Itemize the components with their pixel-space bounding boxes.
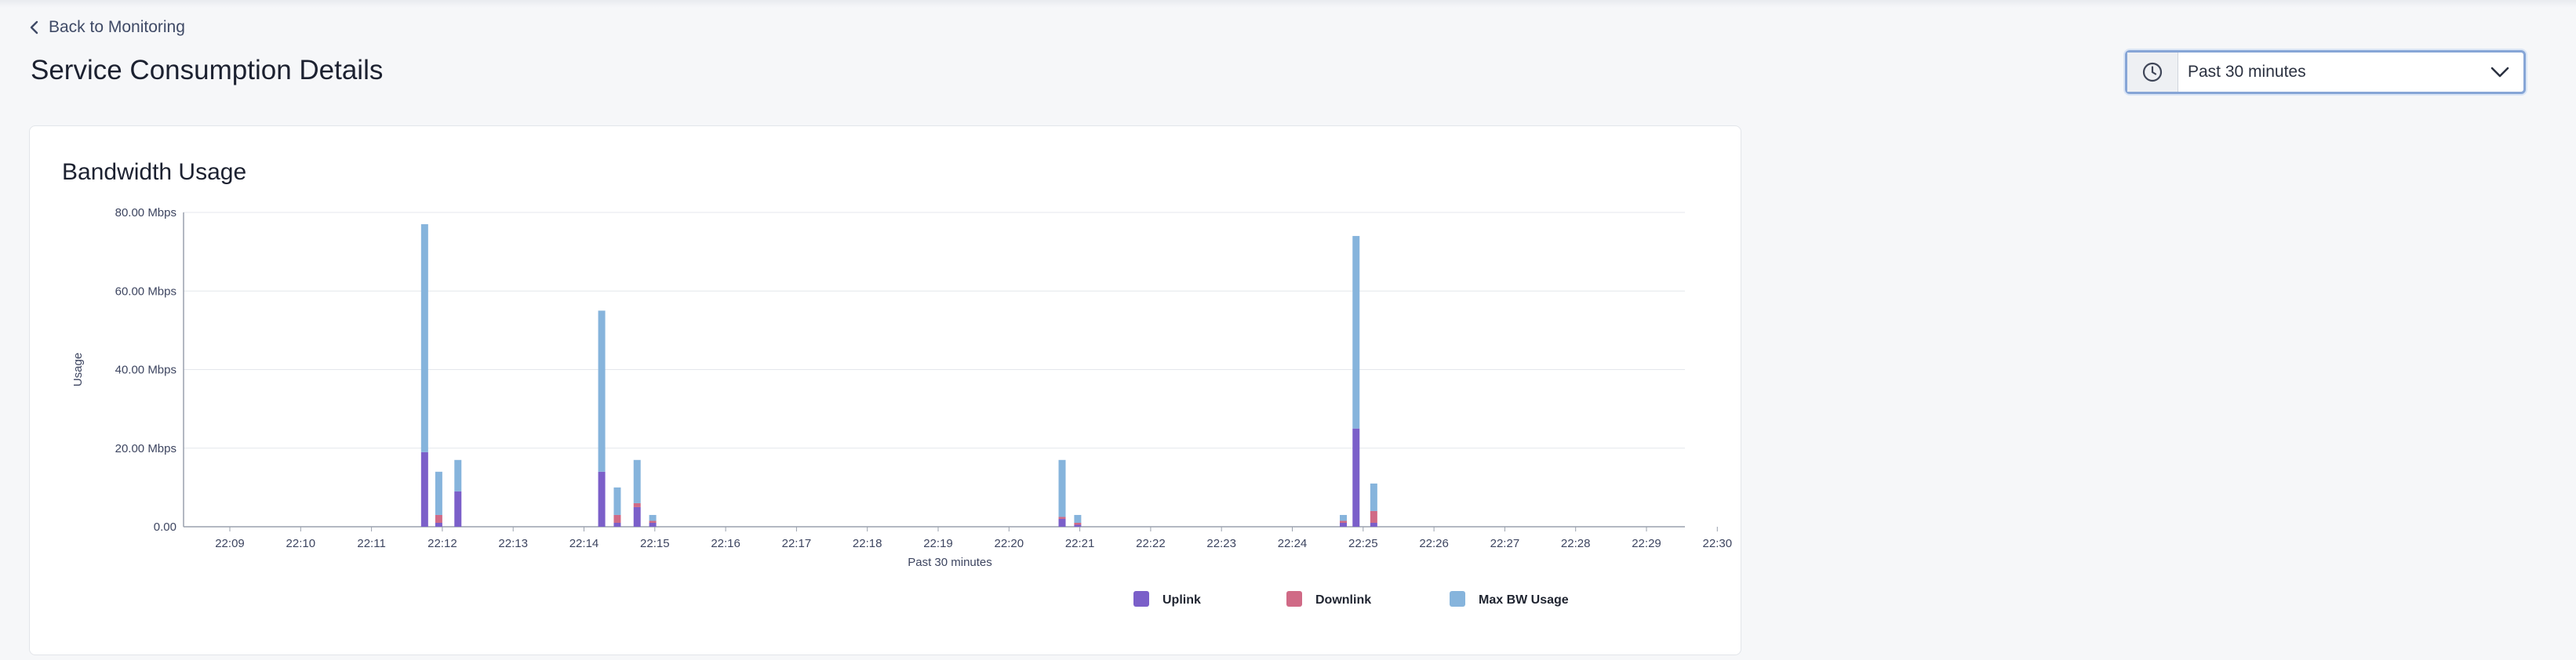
- y-tick-label: 40.00 Mbps: [115, 364, 176, 377]
- x-tick-label: 22:29: [1632, 537, 1661, 550]
- bandwidth-usage-chart: 0.00 20.00 Mbps 40.00 Mbps 60.00 Mbps 80.00 …: [71, 206, 1733, 607]
- x-axis-title: Past 30 minutes: [908, 556, 992, 569]
- bandwidth-usage-card: Bandwidth Usage 0.00 20.00 Mbps 40.00 Mbps…: [29, 125, 1741, 655]
- downlink-bar-segment: [1340, 520, 1348, 523]
- max-bw-bar-segment: [1352, 236, 1360, 429]
- uplink-bar-segment: [1074, 524, 1082, 527]
- downlink-bar-segment: [613, 514, 621, 523]
- chevron-down-icon: [2476, 53, 2523, 92]
- back-link-label: Back to Monitoring: [49, 18, 185, 36]
- max-bw-bar-segment: [598, 310, 606, 472]
- x-tick-label: 22:18: [853, 537, 882, 550]
- x-tick-label: 22:24: [1278, 537, 1308, 550]
- uplink-bar-segment: [435, 522, 442, 527]
- uplink-bar-segment: [649, 522, 657, 527]
- x-tick-label: 22:23: [1206, 537, 1236, 550]
- legend-swatch-downlink: [1286, 591, 1302, 607]
- max-bw-bar-segment: [420, 224, 428, 452]
- time-range-value: Past 30 minutes: [2188, 63, 2306, 81]
- uplink-bar-segment: [1340, 522, 1348, 527]
- downlink-bar-segment: [435, 514, 442, 523]
- y-tick-label: 60.00 Mbps: [115, 285, 176, 298]
- x-tick-label: 22:10: [286, 537, 316, 550]
- legend-label: Downlink: [1315, 593, 1371, 607]
- max-bw-bar-segment: [1340, 514, 1348, 521]
- max-bw-bar-segment: [1370, 483, 1377, 511]
- legend-swatch-uplink: [1133, 591, 1149, 607]
- back-to-monitoring-link[interactable]: Back to Monitoring: [28, 16, 185, 39]
- downlink-bar-segment: [1074, 522, 1082, 525]
- max-bw-bar-segment: [633, 459, 641, 503]
- uplink-bar-segment: [454, 491, 462, 527]
- legend-label: Max BW Usage: [1479, 593, 1569, 607]
- x-tick-label: 22:26: [1419, 537, 1449, 550]
- uplink-bar-segment: [1058, 518, 1066, 527]
- uplink-bar-segment: [1352, 428, 1360, 527]
- uplink-bar-segment: [420, 451, 428, 527]
- max-bw-bar-segment: [649, 514, 657, 521]
- max-bw-bar-segment: [454, 459, 462, 491]
- legend-swatch-max-bw-usage: [1450, 591, 1465, 607]
- x-tick-label: 22:14: [569, 537, 599, 550]
- x-tick-label: 22:17: [782, 537, 812, 550]
- time-range-select[interactable]: Past 30 minutes: [2125, 50, 2526, 94]
- top-bar-shadow: [0, 0, 2576, 8]
- x-tick-label: 22:16: [711, 537, 740, 550]
- x-tick-label: 22:19: [923, 537, 953, 550]
- x-tick-label: 22:20: [995, 537, 1024, 550]
- downlink-bar-segment: [649, 520, 657, 523]
- max-bw-bar-segment: [435, 471, 442, 515]
- y-tick-label: 80.00 Mbps: [115, 206, 176, 219]
- downlink-bar-segment: [633, 502, 641, 507]
- x-tick-label: 22:12: [428, 537, 457, 550]
- x-tick-label: 22:11: [357, 537, 385, 550]
- page-title: Service Consumption Details: [31, 55, 384, 85]
- max-bw-bar-segment: [613, 487, 621, 515]
- chevron-left-icon: [30, 20, 38, 34]
- downlink-bar-segment: [1370, 510, 1377, 523]
- x-tick-label: 22:22: [1136, 537, 1166, 550]
- x-tick-label: 22:25: [1348, 537, 1378, 550]
- uplink-bar-segment: [633, 506, 641, 527]
- x-tick-label: 22:28: [1561, 537, 1591, 550]
- card-title: Bandwidth Usage: [62, 159, 247, 185]
- downlink-bar-segment: [1058, 517, 1066, 519]
- x-tick-label: 22:30: [1703, 537, 1733, 550]
- legend-label: Uplink: [1162, 593, 1201, 607]
- y-axis-title: Usage: [71, 353, 85, 386]
- y-tick-label: 0.00: [154, 520, 176, 534]
- uplink-bar-segment: [598, 471, 606, 527]
- y-tick-label: 20.00 Mbps: [115, 442, 176, 455]
- x-tick-label: 22:13: [498, 537, 528, 550]
- max-bw-bar-segment: [1058, 459, 1066, 517]
- max-bw-bar-segment: [1074, 514, 1082, 523]
- uplink-bar-segment: [1370, 522, 1377, 527]
- x-tick-label: 22:15: [640, 537, 670, 550]
- x-tick-label: 22:09: [215, 537, 245, 550]
- uplink-bar-segment: [613, 522, 621, 527]
- x-tick-label: 22:21: [1065, 537, 1095, 550]
- clock-icon: [2127, 53, 2178, 92]
- x-tick-label: 22:27: [1490, 537, 1520, 550]
